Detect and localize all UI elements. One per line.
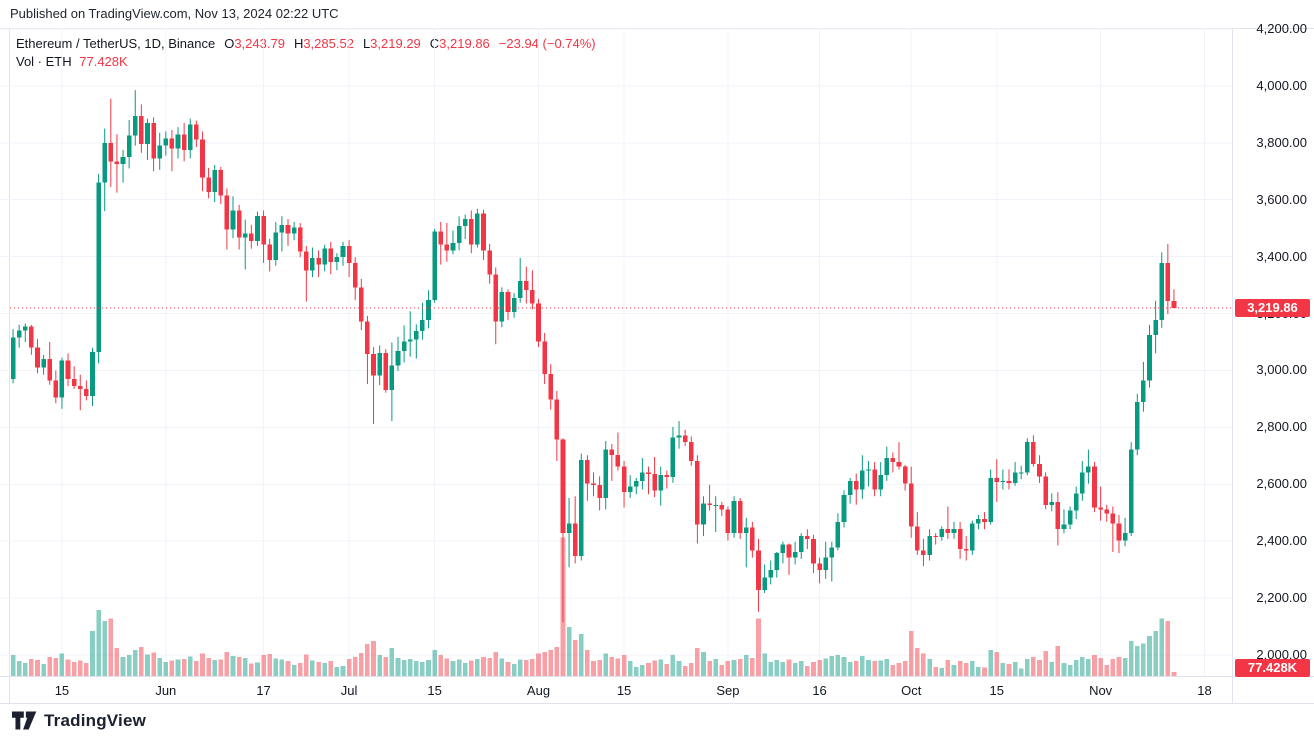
price-scale[interactable]: 4,200.00 4,000.00 3,800.00 3,600.00 3,400.00… xyxy=(1232,22,1314,676)
price-tick-label: 2,800.00 xyxy=(1256,419,1307,435)
time-scale-separator xyxy=(0,676,1314,677)
chart-left-border xyxy=(9,28,10,703)
time-tick-label: Sep xyxy=(716,683,740,698)
ohlc-item-l: L3,219.29 xyxy=(362,36,421,51)
price-tick-label: 4,000.00 xyxy=(1256,77,1307,93)
time-tick-label: 15 xyxy=(989,683,1004,698)
grid-lines xyxy=(0,28,1232,676)
price-tick-label: 3,400.00 xyxy=(1256,248,1307,264)
candlestick-chart-pane[interactable] xyxy=(0,28,1232,676)
price-tick-label: 2,600.00 xyxy=(1256,476,1307,492)
last-volume-badge: 77.428K xyxy=(1235,659,1310,677)
time-tick-label: Nov xyxy=(1089,683,1113,698)
published-line: Published on TradingView.com, Nov 13, 20… xyxy=(10,6,339,21)
last-price-badge: 3,219.86 xyxy=(1235,298,1310,317)
time-tick-label: Oct xyxy=(901,683,922,698)
price-tick-label: 4,200.00 xyxy=(1256,21,1307,36)
price-tick-label: 2,200.00 xyxy=(1256,590,1307,606)
price-tick-label: 2,400.00 xyxy=(1256,533,1307,549)
price-tick-label: 2,000.00 xyxy=(1256,647,1307,662)
ohlc-item-h: H3,285.52 xyxy=(293,36,354,51)
candles[interactable] xyxy=(10,90,1177,623)
time-tick-label: 15 xyxy=(427,683,442,698)
chart-bottom-border xyxy=(0,703,1314,704)
time-tick-label: Jun xyxy=(155,683,177,698)
tradingview-attribution[interactable]: TradingView xyxy=(12,710,146,731)
volume-label: Vol · ETH xyxy=(16,54,72,69)
price-tick-label: 3,800.00 xyxy=(1256,134,1307,150)
price-scale-separator xyxy=(1232,28,1233,703)
price-tick-label: 3,600.00 xyxy=(1256,191,1307,207)
ohlc-item-o: O3,243.79 xyxy=(224,36,285,51)
change-value: −23.94 (−0.74%) xyxy=(498,36,596,51)
time-tick-label: 15 xyxy=(616,683,632,698)
time-tick-label: 15 xyxy=(54,683,70,698)
price-tick-label: 3,000.00 xyxy=(1256,362,1307,378)
time-tick-label: 16 xyxy=(812,683,827,698)
time-tick-label: Jul xyxy=(340,683,358,698)
time-tick-label: Aug xyxy=(526,683,551,698)
volume-value: 77.428K xyxy=(79,54,128,69)
time-tick-label: 18 xyxy=(1197,683,1212,698)
time-tick-label: 17 xyxy=(256,683,271,698)
tradingview-logo-icon xyxy=(12,711,37,730)
legend-volume-row: Vol · ETH 77.428K xyxy=(16,54,596,69)
watermark-text: TradingView xyxy=(44,710,147,730)
time-scale[interactable]: 15 Jun 17 Jul 15 Aug 15 Sep 16 Oct 15 Nov 18 xyxy=(0,676,1314,703)
